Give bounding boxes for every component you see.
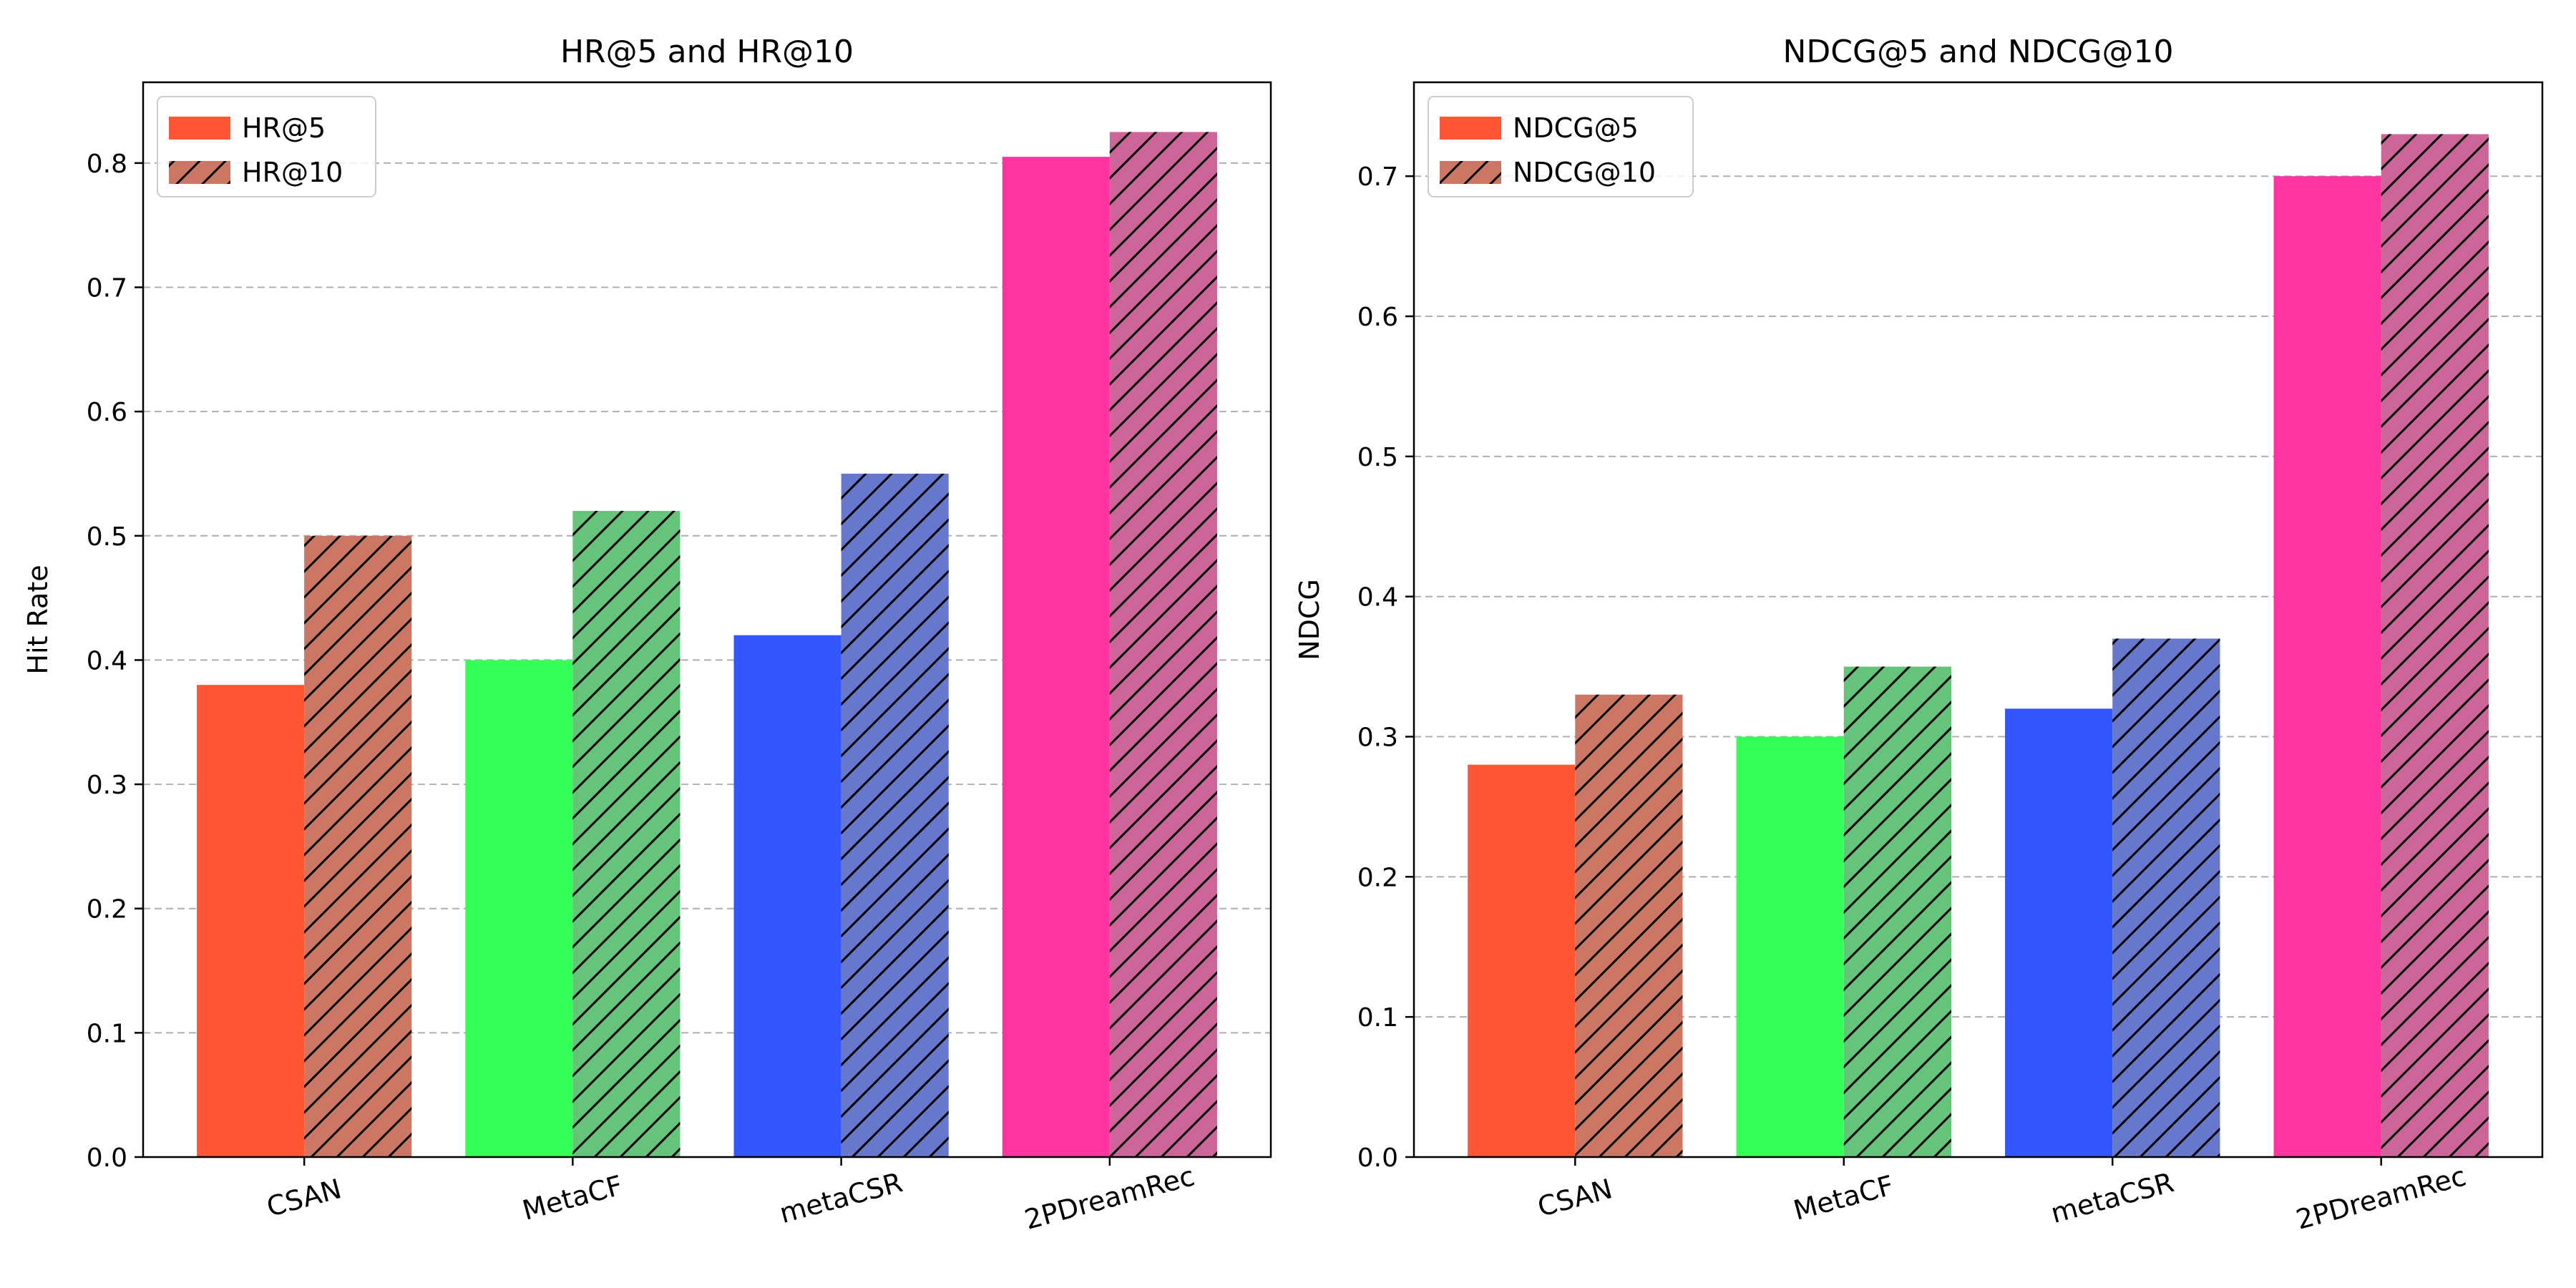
bar-ndcg-10-metacf-hatch	[1843, 666, 1951, 1157]
legend-swatch-hr-5	[169, 117, 230, 140]
bar-hr-5-metacf	[465, 660, 573, 1157]
y-tick-label: 0.3	[87, 771, 127, 800]
bar-ndcg-10-csan-hatch	[1575, 694, 1683, 1157]
y-tick-label: 0.0	[1357, 1143, 1398, 1173]
bar-ndcg-5-metacsr	[2005, 708, 2113, 1157]
bar-hr-10-metacf-hatch	[572, 511, 680, 1157]
y-axis-ticks: 0.0 0.1 0.2 0.3 0.4 0.5 0.6 0.7 0.8	[87, 150, 143, 1173]
y-tick-label: 0.8	[87, 150, 127, 179]
bar-ndcg-5-metacf	[1736, 736, 1844, 1157]
bar-ndcg-10-metacsr-hatch	[2112, 638, 2220, 1157]
bar-hr-5-metacsr	[733, 635, 841, 1157]
y-tick-label: 0.6	[87, 398, 127, 427]
bar-ndcg-10-2pdreamrec-hatch	[2381, 134, 2489, 1158]
y-tick-label: 0.1	[1357, 1003, 1398, 1033]
legend-swatch-hatch-hr-10	[169, 161, 230, 184]
chart-title: NDCG@5 and NDCG@10	[1783, 34, 2174, 70]
legend: NDCG@5 NDCG@10	[1428, 96, 1694, 197]
y-tick-label: 0.5	[1357, 443, 1398, 472]
bar-ndcg-5-2pdreamrec	[2273, 176, 2381, 1157]
bar-hr-10-csan-hatch	[304, 535, 412, 1157]
axes-frame	[1413, 81, 2544, 1158]
y-tick-label: 0.5	[87, 522, 127, 552]
legend-swatch-hatch-ndcg-10	[1440, 161, 1501, 184]
y-tick-label: 0.0	[87, 1143, 127, 1173]
bar-hr-5-2pdreamrec	[1002, 157, 1110, 1158]
y-axis-ticks: 0.0 0.1 0.2 0.3 0.4 0.5 0.6 0.7	[1357, 162, 1414, 1173]
axes-frame	[142, 81, 1272, 1158]
y-tick-label: 0.6	[1357, 303, 1398, 332]
y-tick-label: 0.1	[87, 1019, 127, 1048]
y-tick-label: 0.4	[87, 646, 127, 675]
bar-hr-10-2pdreamrec-hatch	[1109, 132, 1217, 1157]
bars	[1468, 134, 2489, 1158]
y-axis-title: Hit Rate	[22, 565, 54, 674]
chart-title: HR@5 and HR@10	[560, 34, 854, 70]
legend-label-hr-10: HR@10	[242, 157, 343, 188]
legend-label-ndcg-5: NDCG@5	[1513, 112, 1639, 144]
y-tick-label: 0.4	[1357, 583, 1398, 613]
legend: HR@5 HR@10	[157, 96, 376, 197]
legend-label-hr-5: HR@5	[242, 112, 326, 144]
y-tick-label: 0.2	[1357, 863, 1398, 892]
y-tick-label: 0.7	[87, 274, 127, 303]
y-tick-label: 0.7	[1357, 162, 1398, 192]
legend-label-ndcg-10: NDCG@10	[1513, 157, 1656, 188]
bars	[197, 132, 1217, 1158]
y-tick-label: 0.3	[1357, 723, 1398, 753]
y-tick-label: 0.2	[87, 895, 127, 924]
bar-ndcg-5-csan	[1468, 764, 1576, 1157]
y-axis-title: NDCG	[1294, 579, 1325, 660]
bar-hr-5-csan	[197, 685, 305, 1157]
bar-hr-10-metacsr-hatch	[841, 473, 949, 1157]
legend-swatch-ndcg-5	[1440, 117, 1501, 140]
